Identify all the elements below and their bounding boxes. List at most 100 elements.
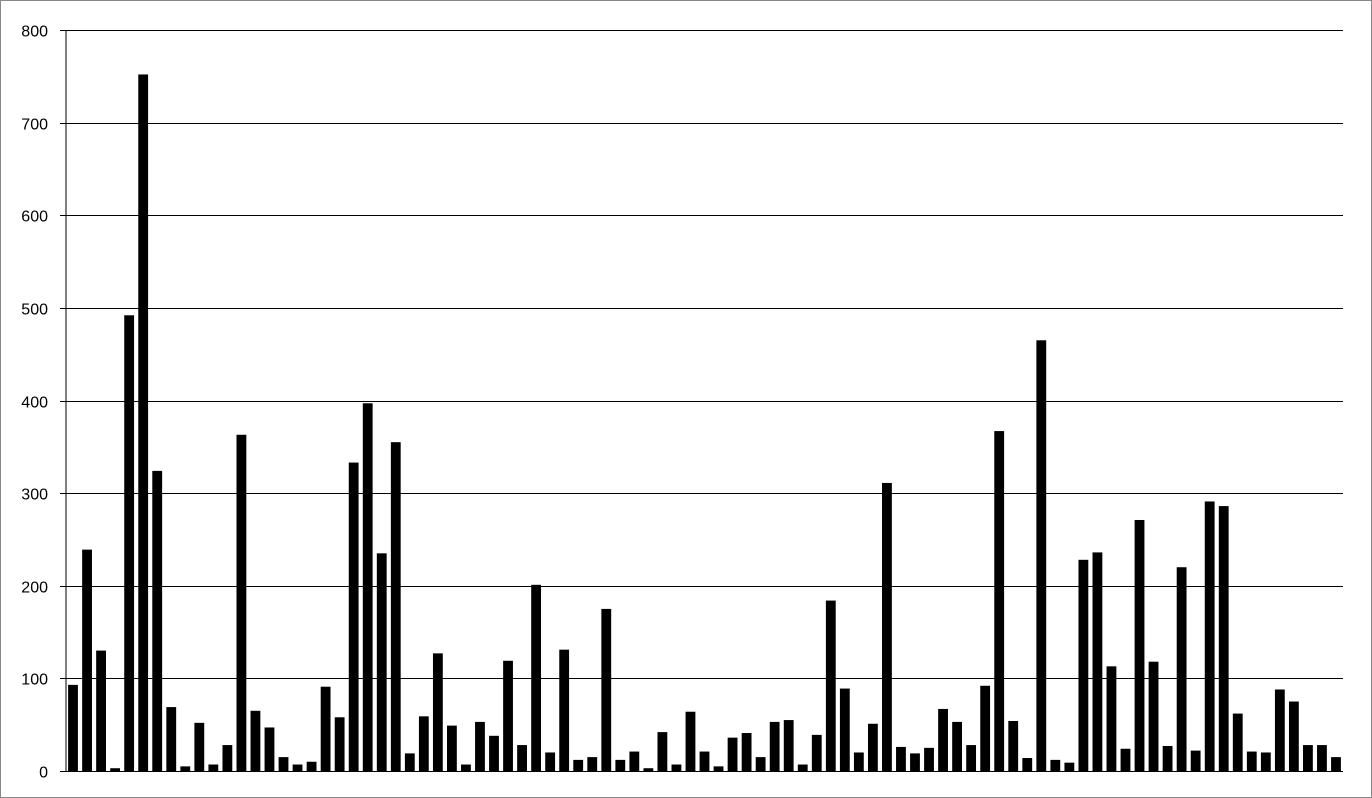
bar [517,745,527,771]
bar [1331,757,1341,771]
bar [264,727,275,771]
bar [741,733,752,771]
bar [376,553,387,771]
bar [980,685,991,771]
bar [1204,501,1215,771]
bar [222,745,233,771]
bar [1218,506,1229,771]
bar [1176,567,1187,771]
bar [166,707,177,771]
bar [138,74,149,771]
bar [783,720,794,771]
bar [643,768,654,771]
bar [1106,666,1117,771]
bar [1274,689,1285,771]
bar [1092,552,1103,771]
bar [713,766,724,771]
bar [1078,559,1089,771]
bar [531,584,542,771]
bar [461,764,471,771]
bar [180,766,191,771]
bar [432,653,443,771]
bar [278,757,289,771]
bar [306,761,317,771]
bar [910,753,920,771]
bar [1162,745,1173,771]
bar [685,711,696,771]
bar [1064,762,1075,771]
bar [769,721,780,771]
bar [755,757,766,771]
bar [110,768,121,771]
bar [545,752,556,771]
y-tick-label: 800 [21,24,48,41]
bar [418,716,429,771]
bars [68,74,1341,771]
bar [475,721,485,771]
bar [194,722,205,771]
bar [601,608,612,771]
bar [657,732,668,771]
y-tick-label: 700 [21,117,48,134]
bar [559,649,570,771]
y-tick-label: 600 [21,209,48,226]
bar [447,725,457,771]
bar [96,650,106,771]
bar [362,403,373,771]
bar [1246,751,1257,771]
bar [924,747,934,771]
bar [124,315,135,771]
y-tick-label: 0 [39,765,48,782]
bar [938,708,948,771]
bar [811,734,822,771]
bar [797,764,808,771]
y-tick-label: 400 [21,395,48,412]
bar [1232,713,1243,771]
bar [882,482,892,771]
bar [867,723,878,771]
bar [1303,745,1313,771]
bar [236,434,247,771]
bar [208,764,219,771]
bar [1120,748,1131,771]
y-tick-label: 300 [21,487,48,504]
gridlines [60,30,1343,772]
bar [404,753,415,771]
bar [587,757,598,771]
bar [671,764,682,771]
bar [348,462,359,771]
bar [1148,661,1159,771]
bar [699,751,710,771]
bar [839,688,850,771]
bar [503,660,513,771]
bar [1288,701,1299,771]
bar [727,737,738,771]
bar [489,735,499,771]
bar [390,442,401,771]
bar [1050,759,1061,771]
y-tick-label: 100 [21,672,48,689]
bar [1260,752,1271,771]
bar [966,745,977,771]
bar [334,717,345,771]
bar [82,549,92,771]
bar [1317,745,1327,771]
bar [1134,519,1145,771]
bar [952,721,962,771]
bar [615,759,626,771]
bar [1036,340,1047,771]
bar [152,470,163,771]
bar [292,764,303,771]
bar [994,431,1005,771]
y-axis: 0 100 200 300 400 500 600 700 800 [21,24,67,782]
bar [896,746,906,771]
bar [320,686,331,771]
bar [1008,720,1019,771]
bar [629,751,640,771]
bar [1022,758,1033,771]
bar [825,600,836,771]
bar [573,759,584,771]
bar [1190,750,1201,771]
